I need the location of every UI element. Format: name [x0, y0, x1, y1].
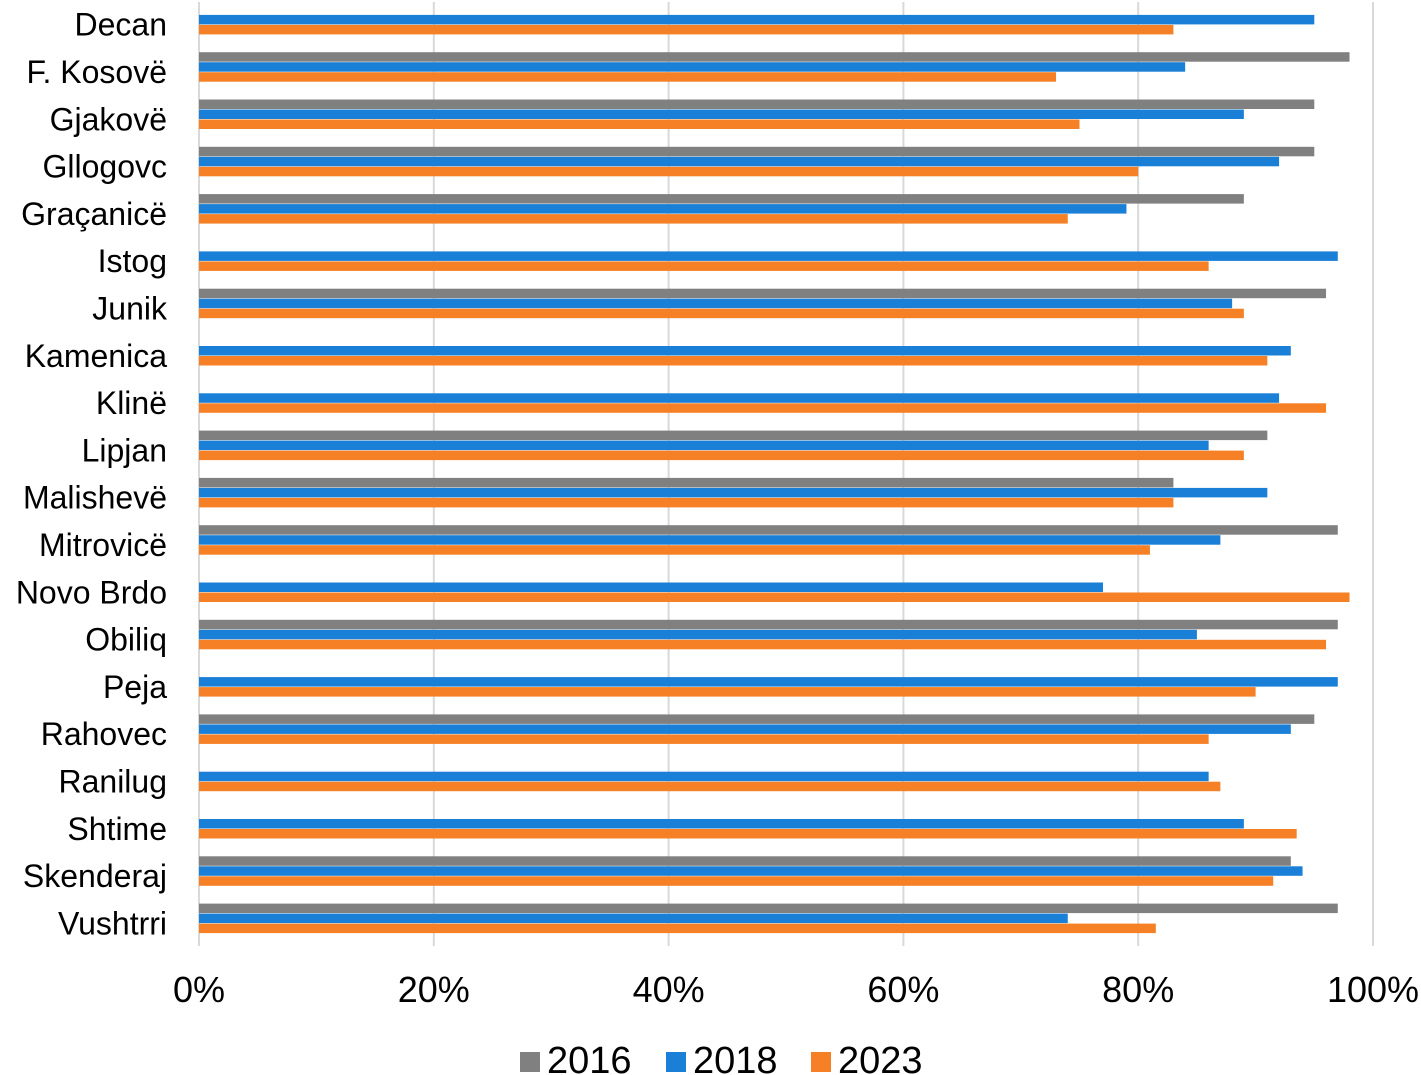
bar-lipjan-2016: [199, 430, 1268, 441]
legend: 2016 2018 2023: [520, 1040, 923, 1075]
bar-malisheve-2016: [199, 477, 1174, 488]
bar-f-kosove-2016: [199, 52, 1350, 62]
bars: [199, 14, 1350, 934]
bar-peja-2018: [199, 677, 1338, 687]
bar-obiliq-2016: [199, 619, 1338, 630]
category-label-lipjan: Lipjan: [82, 432, 167, 468]
bar-lipjan-2023: [199, 450, 1244, 461]
category-label-skenderaj: Skenderaj: [23, 858, 167, 894]
bar-mitrovice-2023: [199, 545, 1150, 555]
bar-malisheve-2023: [199, 497, 1174, 508]
bar-mitrovice-2016: [199, 525, 1338, 535]
gridlines: [198, 2, 1374, 946]
bar-gllogovc-2016: [199, 146, 1315, 157]
legend-swatch-2023: [811, 1052, 831, 1072]
legend-label-2023: 2023: [838, 1040, 923, 1075]
category-label-istog: Istog: [98, 243, 167, 279]
x-tick-label: 80%: [1102, 969, 1174, 1010]
bar-lipjan-2018: [199, 440, 1209, 451]
legend-label-2016: 2016: [547, 1040, 632, 1075]
bar-skenderaj-2018: [199, 866, 1303, 876]
bar-shtime-2018: [199, 819, 1244, 829]
bar-gracanice-2016: [199, 194, 1244, 204]
bar-f-kosove-2023: [199, 72, 1057, 82]
bar-skenderaj-2016: [199, 856, 1291, 866]
bar-novo-brdo-2018: [199, 582, 1103, 592]
bar-kline-2023: [199, 403, 1327, 413]
bar-kamenica-2018: [199, 346, 1291, 356]
bar-malisheve-2018: [199, 487, 1268, 498]
category-label-gjakove: Gjakovë: [50, 101, 167, 137]
category-label-f-kosove: F. Kosovë: [26, 54, 167, 90]
category-label-novo-brdo: Novo Brdo: [16, 574, 167, 610]
bar-gjakove-2018: [199, 109, 1244, 119]
bar-decan-2018: [199, 14, 1315, 25]
category-label-mitrovice: Mitrovicë: [39, 527, 167, 563]
legend-label-2018: 2018: [693, 1040, 778, 1075]
category-label-shtime: Shtime: [67, 811, 167, 847]
category-label-gllogovc: Gllogovc: [43, 149, 168, 185]
bar-obiliq-2023: [199, 639, 1327, 650]
bar-ranilug-2023: [199, 781, 1221, 792]
bar-rahovec-2018: [199, 724, 1291, 734]
bar-gjakove-2023: [199, 119, 1080, 129]
bar-shtime-2023: [199, 829, 1297, 839]
bar-decan-2023: [199, 24, 1174, 35]
bar-vushtrri-2023: [199, 923, 1156, 934]
x-axis-tick-labels: 0% 20% 40% 60% 80% 100%: [173, 969, 1419, 1010]
category-label-rahovec: Rahovec: [41, 716, 167, 752]
bar-junik-2023: [199, 308, 1244, 319]
bar-kamenica-2023: [199, 356, 1268, 366]
bar-istog-2023: [199, 261, 1209, 271]
bar-gllogovc-2023: [199, 166, 1139, 177]
category-label-junik: Junik: [92, 290, 168, 326]
bar-skenderaj-2023: [199, 876, 1274, 886]
x-tick-label: 40%: [633, 969, 705, 1010]
bar-junik-2018: [199, 298, 1233, 309]
bar-rahovec-2016: [199, 714, 1315, 724]
category-label-gracanice: Graçanicë: [21, 196, 167, 232]
legend-swatch-2018: [666, 1052, 686, 1072]
category-labels: Decan F. Kosovë Gjakovë Gllogovc Graçanicë Is…: [16, 7, 168, 942]
category-label-malisheve: Malishevë: [23, 480, 167, 516]
category-label-decan: Decan: [75, 7, 168, 43]
category-label-kline: Klinë: [96, 385, 167, 421]
bar-kline-2018: [199, 393, 1280, 403]
bar-gjakove-2016: [199, 99, 1315, 109]
category-label-obiliq: Obiliq: [85, 622, 167, 658]
bar-vushtrri-2016: [199, 903, 1338, 914]
category-label-ranilug: Ranilug: [58, 763, 167, 799]
x-tick-label: 60%: [867, 969, 939, 1010]
bar-gracanice-2023: [199, 214, 1068, 224]
x-tick-label: 100%: [1327, 969, 1419, 1010]
bar-mitrovice-2018: [199, 535, 1221, 545]
x-tick-label: 0%: [173, 969, 225, 1010]
bar-rahovec-2023: [199, 734, 1209, 744]
bar-obiliq-2018: [199, 629, 1197, 640]
legend-swatch-2016: [520, 1052, 540, 1072]
bar-gracanice-2018: [199, 204, 1127, 214]
bar-f-kosove-2018: [199, 62, 1186, 72]
bar-junik-2016: [199, 288, 1327, 299]
bar-gllogovc-2018: [199, 156, 1280, 167]
bar-vushtrri-2018: [199, 913, 1068, 924]
bar-ranilug-2018: [199, 771, 1209, 782]
bar-novo-brdo-2023: [199, 592, 1350, 602]
category-label-peja: Peja: [103, 669, 167, 705]
category-label-kamenica: Kamenica: [25, 338, 168, 374]
bar-peja-2023: [199, 687, 1256, 697]
x-tick-label: 20%: [398, 969, 470, 1010]
category-label-vushtrri: Vushtrri: [58, 905, 167, 941]
bar-istog-2018: [199, 251, 1338, 261]
